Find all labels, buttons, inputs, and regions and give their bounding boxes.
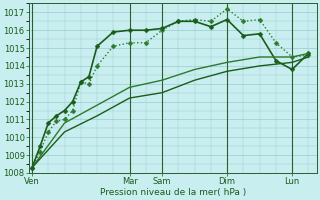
X-axis label: Pression niveau de la mer( hPa ): Pression niveau de la mer( hPa ): [100, 188, 246, 197]
